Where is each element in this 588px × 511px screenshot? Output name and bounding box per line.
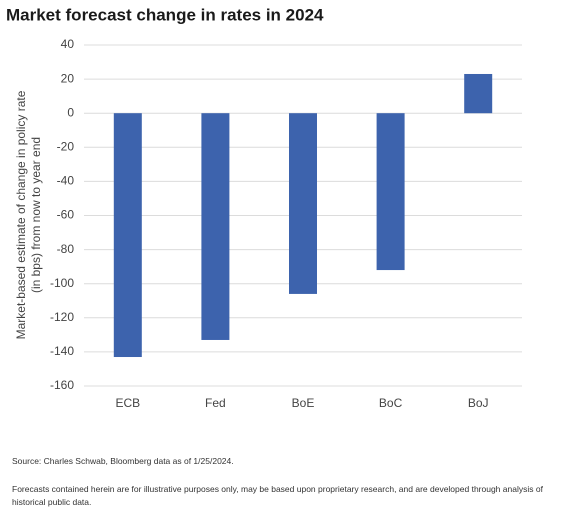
bar [113, 113, 142, 358]
note: Forecasts contained herein are for illus… [12, 484, 543, 507]
source: Source: Charles Schwab, Bloomberg data a… [12, 456, 234, 466]
x-tick-label: Fed [205, 396, 226, 410]
y-tick-label: -160 [50, 378, 74, 392]
bar [376, 113, 405, 271]
y-axis-label-line: (in bps) from now to year end [29, 137, 43, 293]
y-axis-label-line: Market-based estimate of change in polic… [14, 90, 28, 339]
y-tick-label: -80 [57, 242, 75, 256]
y-tick-label: -60 [57, 208, 75, 222]
y-tick-label: 20 [61, 71, 75, 85]
y-tick-label: 0 [67, 105, 74, 119]
y-axis-label: Market-based estimate of change in polic… [14, 90, 43, 339]
chart-title: Market forecast change in rates in 2024 [6, 5, 324, 24]
y-tick-label: -20 [57, 139, 75, 153]
x-tick-label: ECB [115, 396, 140, 410]
x-tick-label: BoJ [468, 396, 489, 410]
y-tick-label: 40 [61, 37, 75, 51]
y-tick-label: -120 [50, 310, 74, 324]
bar [201, 113, 230, 340]
x-tick-label: BoE [292, 396, 315, 410]
chart: Market forecast change in rates in 2024 … [6, 5, 522, 410]
y-tick-label: -100 [50, 276, 74, 290]
y-tick-label: -40 [57, 174, 75, 188]
bar [464, 73, 493, 114]
x-tick-label: BoC [379, 396, 403, 410]
y-tick-label: -140 [50, 344, 74, 358]
bar [289, 113, 317, 294]
